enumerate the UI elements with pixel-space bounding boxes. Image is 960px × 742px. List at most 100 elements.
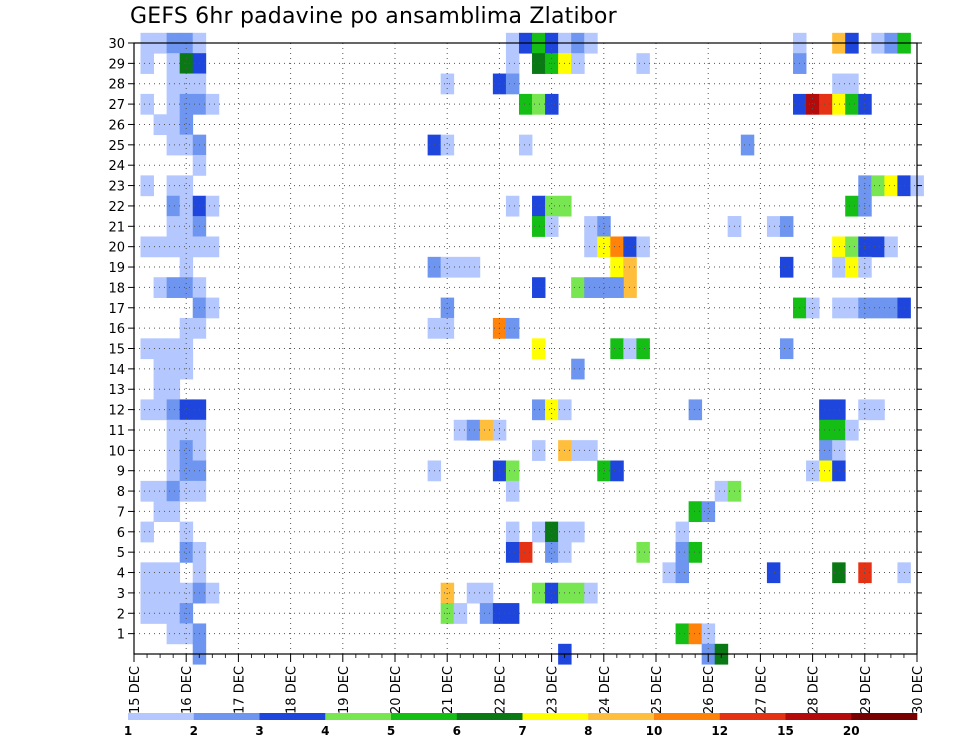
y-tick-label: 30 [108, 37, 125, 52]
heatmap-cell [845, 419, 859, 441]
heatmap-cell [675, 623, 690, 645]
heatmap-cell [701, 501, 716, 523]
heatmap-cell [688, 399, 703, 421]
heatmap-cell [675, 521, 690, 543]
heatmap-cell [166, 419, 181, 441]
heatmap-cell [179, 256, 194, 278]
heatmap-cell [766, 216, 781, 237]
y-tick-label: 4 [117, 567, 125, 582]
x-tick-label: 19 DEC [337, 666, 352, 714]
heatmap-cell [440, 134, 455, 156]
heatmap-cell [675, 562, 690, 584]
heatmap-cell [479, 603, 494, 624]
y-tick-label: 23 [108, 180, 125, 195]
heatmap-cell [205, 582, 220, 604]
heatmap-cell [179, 419, 194, 441]
legend-label: 8 [584, 724, 592, 738]
heatmap-cell [884, 175, 898, 197]
y-tick-label: 26 [108, 118, 125, 133]
heatmap-cell [453, 256, 468, 278]
heatmap-cell [571, 53, 585, 74]
x-tick-label: 18 DEC [285, 666, 300, 714]
heatmap-cell [466, 256, 481, 278]
heatmap-cell [832, 399, 846, 421]
heatmap-cell [179, 358, 194, 380]
x-tick-label: 24 DEC [598, 666, 613, 714]
x-tick-label: 23 DEC [546, 666, 561, 714]
heatmap-cell [166, 53, 181, 74]
heatmap-cell [610, 256, 624, 278]
heatmap-cell [610, 236, 624, 258]
heatmap-cell [153, 379, 168, 400]
heatmap-cell [166, 338, 181, 360]
heatmap-cell [714, 480, 729, 502]
y-tick-label: 13 [108, 383, 125, 398]
heatmap-cell [532, 195, 546, 217]
x-tick-label: 30 DEC [911, 666, 926, 714]
y-tick-label: 19 [108, 261, 125, 276]
heatmap-cell [766, 562, 781, 584]
heatmap-cell [166, 399, 181, 421]
heatmap-cell [140, 562, 154, 584]
x-tick-label: 28 DEC [807, 666, 822, 714]
heatmap-cell [153, 358, 168, 380]
heatmap-cell [623, 277, 637, 298]
heatmap-cell [806, 93, 820, 115]
heatmap-cell [884, 236, 898, 258]
legend-swatch [851, 713, 918, 720]
heatmap-cell [819, 93, 833, 115]
heatmap-cell [153, 399, 168, 421]
heatmap-cell [179, 93, 194, 115]
heatmap-cell [179, 216, 194, 237]
y-tick-label: 17 [108, 302, 125, 317]
y-tick-label: 15 [108, 343, 125, 358]
heatmap-cell [166, 582, 181, 604]
heatmap-cell [179, 521, 194, 543]
legend-swatch [325, 713, 392, 720]
heatmap-cell [584, 582, 598, 604]
heatmap-cell [440, 256, 455, 278]
heatmap-cell [505, 541, 520, 563]
heatmap-cell [845, 73, 859, 95]
heatmap-cell [532, 216, 546, 237]
heatmap-cell [166, 440, 181, 461]
heatmap-cell [153, 603, 168, 624]
x-tick-label: 21 DEC [441, 666, 456, 714]
heatmap-cell [545, 93, 559, 115]
y-tick-label: 29 [108, 57, 125, 72]
heatmap-cell [623, 236, 637, 258]
heatmap-cell [832, 297, 846, 319]
heatmap-cell [166, 195, 181, 217]
chart-title: GEFS 6hr padavine po ansamblima Zlatibor [130, 4, 617, 29]
heatmap-cell [166, 562, 181, 584]
heatmap-cell [179, 541, 194, 563]
legend-swatch [128, 713, 195, 720]
heatmap-cell [871, 399, 885, 421]
legend-label: 3 [255, 724, 263, 738]
heatmap-cell [845, 195, 859, 217]
y-tick-label: 14 [108, 363, 125, 378]
heatmap-cell [140, 338, 154, 360]
heatmap-cell [845, 93, 859, 115]
heatmap-cell [453, 419, 468, 441]
y-tick-label: 2 [117, 607, 125, 622]
legend-label: 2 [190, 724, 198, 738]
heatmap-cell [166, 277, 181, 298]
heatmap-cell [636, 338, 650, 360]
heatmap-cell [532, 53, 546, 74]
legend-swatch [193, 713, 260, 720]
heatmap-cell [584, 277, 598, 298]
heatmap-cell [153, 562, 168, 584]
heatmap-cell [179, 236, 194, 258]
heatmap-cell [179, 175, 194, 197]
heatmap-cell [779, 338, 794, 360]
heatmap-cell [166, 603, 181, 624]
heatmap-cell [532, 521, 546, 543]
heatmap-cell [545, 216, 559, 237]
x-tick-label: 25 DEC [650, 666, 665, 714]
heatmap-cell [205, 195, 220, 217]
heatmap-cell [584, 236, 598, 258]
heatmap-cell [505, 480, 520, 502]
x-tick-label: 15 DEC [128, 666, 143, 714]
